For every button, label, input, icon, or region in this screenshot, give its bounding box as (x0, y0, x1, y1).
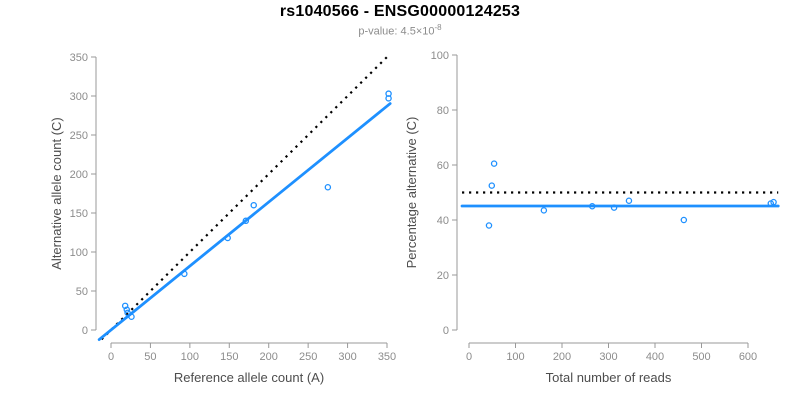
y-tick-label: 80 (437, 105, 449, 117)
x-tick-label: 300 (338, 351, 356, 363)
x-tick-label: 200 (553, 351, 571, 363)
data-point (324, 184, 332, 191)
x-tick-label: 350 (378, 351, 396, 363)
data-point (123, 306, 131, 313)
y-tick-label: 0 (82, 325, 88, 337)
x-tick-label: 200 (260, 351, 278, 363)
x-tick-label: 100 (506, 351, 524, 363)
x-tick-label: 500 (692, 351, 710, 363)
data-point (625, 197, 633, 204)
data-point (490, 160, 498, 167)
x-tick-label: 150 (220, 351, 238, 363)
x-tick-label: 50 (144, 351, 156, 363)
data-point (680, 216, 688, 224)
plot-title: rs1040566 - ENSG00000124253 (279, 3, 521, 20)
pvalue-times-ten: ×10 (415, 25, 435, 38)
x-tick-label: 600 (739, 351, 757, 363)
y-tick-label: 0 (443, 325, 449, 337)
plot-subtitle: p-value: 4.5×10-8 (0, 23, 800, 38)
pvalue-mantissa: 4.5 (400, 25, 416, 38)
x-tick-label: 100 (181, 351, 199, 363)
allele-count-scatter-panel: 0 50 100 150 200 250 300 350 Reference allele co… (49, 52, 396, 385)
data-point (588, 202, 596, 210)
x-axis: 0 50 100 150 200 250 300 350 Reference allele co… (108, 342, 396, 385)
y-tick-label: 200 (70, 169, 88, 181)
y-tick-label: 250 (70, 130, 88, 142)
x-axis-title: Total number of reads (546, 370, 672, 385)
x-axis-title: Reference allele count (A) (174, 370, 324, 385)
y-axis-title: Percentage alternative (C) (404, 117, 419, 269)
x-tick-label: 0 (108, 351, 114, 363)
data-point (610, 204, 618, 211)
y-tick-label: 50 (76, 286, 88, 298)
data-point (121, 302, 129, 310)
x-axis: 0 100 200 300 400 500 600 Total number of reads (466, 342, 757, 385)
y-tick-label: 100 (70, 247, 88, 259)
y-axis: 0 50 100 150 200 250 300 350 Alternative allele … (49, 52, 97, 337)
data-point (242, 217, 250, 225)
data-point (181, 270, 188, 278)
data-point (250, 201, 257, 209)
y-axis-title: Alternative allele count (C) (49, 117, 64, 269)
regression-line (97, 102, 392, 341)
y-tick-label: 150 (70, 208, 88, 220)
x-tick-label: 300 (599, 351, 617, 363)
y-tick-label: 300 (70, 91, 88, 103)
x-tick-label: 400 (646, 351, 664, 363)
data-point (224, 234, 231, 242)
pvalue-exponent: -8 (434, 23, 442, 32)
data-point (124, 309, 131, 317)
y-tick-label: 100 (431, 50, 449, 62)
x-tick-label: 0 (466, 351, 472, 363)
data-point (770, 198, 777, 206)
data-point (128, 313, 135, 320)
data-point (488, 182, 496, 189)
y-tick-label: 60 (437, 160, 449, 172)
data-point (540, 207, 548, 214)
data-point (385, 90, 392, 97)
x-tick-label: 250 (299, 351, 317, 363)
y-tick-label: 20 (437, 270, 449, 282)
y-axis: 0 20 40 60 80 100 Percentage alternative (C) (404, 50, 458, 337)
data-points (121, 90, 392, 320)
y-tick-label: 350 (70, 52, 88, 64)
identity-line (100, 53, 391, 341)
data-points (485, 160, 777, 229)
y-tick-label: 40 (437, 215, 449, 227)
pvalue-prefix: p-value: (358, 25, 401, 38)
data-point (485, 222, 493, 229)
